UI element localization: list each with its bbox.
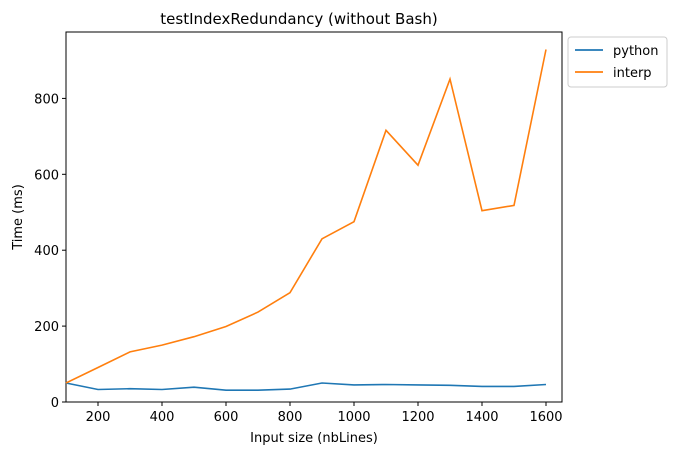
- y-axis: 0 200 400 600 800: [34, 92, 66, 411]
- legend-label-interp: interp: [613, 66, 652, 81]
- x-axis: 200 400 600 800 1000 1200 1400 1600: [86, 402, 563, 425]
- series-line-python: [65, 382, 547, 392]
- chart-title: testIndexRedundancy (without Bash): [160, 10, 437, 28]
- x-tick-label: 800: [278, 410, 303, 425]
- y-tick-label: 0: [51, 396, 59, 411]
- x-tick-label: 1600: [529, 410, 562, 425]
- x-tick-label: 1000: [337, 410, 370, 425]
- plot-area: [65, 31, 563, 403]
- legend: python interp: [567, 36, 668, 88]
- y-tick-label: 200: [34, 320, 59, 335]
- x-axis-label: Input size (nbLines): [250, 431, 378, 446]
- legend-label-python: python: [613, 44, 658, 59]
- y-axis-label: Time (ms): [11, 184, 26, 251]
- x-tick-label: 400: [150, 410, 175, 425]
- y-tick-label: 600: [34, 168, 59, 183]
- x-tick-label: 1400: [465, 410, 498, 425]
- plot-frame: [65, 31, 563, 403]
- series-layer: [65, 49, 547, 392]
- y-tick-label: 400: [34, 244, 59, 259]
- y-tick-label: 800: [34, 92, 59, 107]
- legend-items: python interp: [575, 44, 658, 81]
- x-tick-label: 200: [86, 410, 111, 425]
- series-line-interp: [65, 49, 547, 384]
- x-tick-label: 1200: [401, 410, 434, 425]
- x-tick-label: 600: [214, 410, 239, 425]
